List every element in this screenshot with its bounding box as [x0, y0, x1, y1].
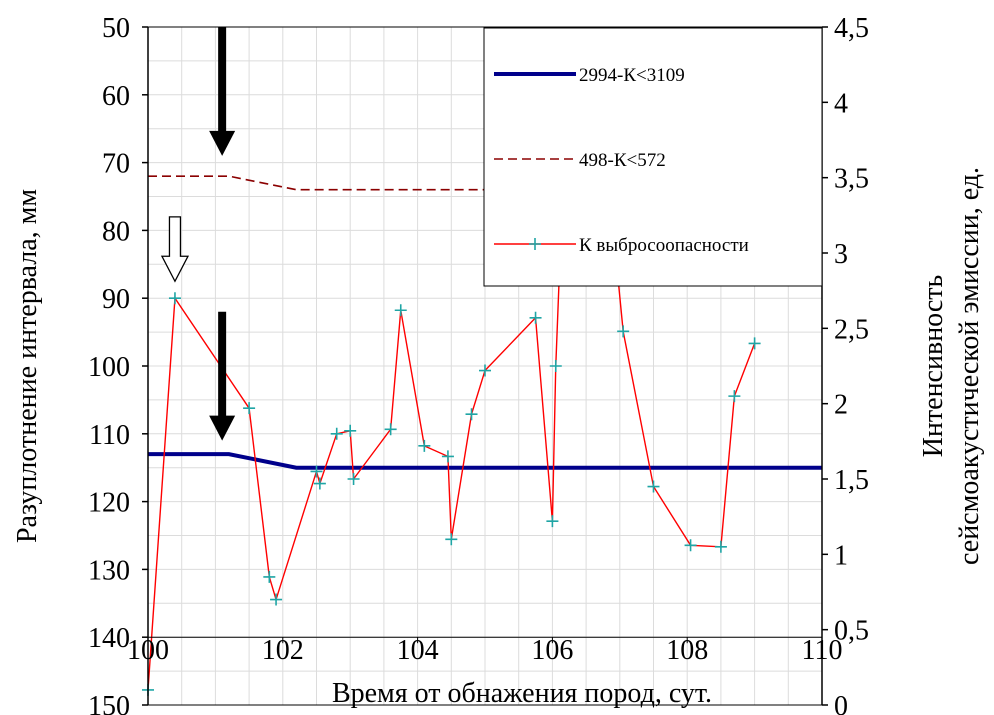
data-point-marker	[243, 402, 256, 415]
legend-entry-outburst-label: К выбросоопасности	[579, 235, 749, 256]
x-tick-label: 102	[262, 635, 304, 666]
data-point-marker	[479, 364, 491, 377]
data-point-marker	[441, 450, 454, 463]
y-axis-left-title: Разуплотнение интервала, мм	[12, 189, 43, 543]
data-point-marker	[313, 477, 326, 490]
y-right-tick-label: 1,5	[834, 465, 869, 496]
data-point-marker	[465, 408, 478, 421]
legend: 2994-К<3109 498-К<572 К выбросоопасности	[483, 27, 823, 287]
y-left-tick-label: 110	[89, 420, 130, 451]
data-point-marker	[270, 593, 283, 606]
x-tick-label: 100	[127, 635, 169, 666]
annotation-layer	[160, 27, 236, 441]
x-axis-title: Время от обнажения пород, сут.	[332, 678, 712, 709]
y-axis-right-title-line-2: сейсмоакустической эмиссии, ед.	[954, 167, 985, 565]
y-right-tick-label: 2,5	[834, 314, 869, 345]
y-left-tick-label: 150	[88, 691, 130, 715]
data-point-marker	[549, 360, 562, 372]
legend-entry-2994-label: 2994-К<3109	[579, 65, 685, 86]
y-left-tick-label: 80	[102, 216, 130, 247]
y-right-tick-label: 3,5	[834, 164, 869, 195]
legend-box	[483, 27, 823, 287]
y-left-tick-label: 120	[88, 488, 130, 519]
x-tick-label: 104	[397, 635, 439, 666]
data-point-marker	[728, 390, 741, 403]
legend-entry-outburst-marker	[529, 238, 541, 250]
data-point-marker	[529, 311, 542, 324]
data-point-marker	[748, 337, 761, 350]
y-right-tick-label: 3	[834, 239, 848, 270]
y-left-tick-label: 90	[102, 284, 130, 315]
y-right-tick-label: 0	[834, 691, 848, 715]
data-point-marker	[344, 424, 357, 437]
series-line-2994	[148, 452, 822, 470]
series-line-outburst	[147, 192, 756, 690]
y-left-tick-label: 140	[88, 623, 130, 654]
data-point-marker	[263, 570, 276, 583]
x-tick-label: 106	[531, 635, 573, 666]
data-point-marker	[384, 423, 397, 436]
y-right-tick-label: 2	[834, 390, 848, 421]
arrow-filled-icon	[209, 311, 236, 441]
y-right-tick-label: 4,5	[834, 13, 869, 44]
data-point-marker	[445, 533, 458, 546]
data-point-marker	[330, 427, 343, 440]
data-point-marker	[418, 439, 431, 452]
arrow-filled-icon	[209, 27, 236, 156]
legend-entry-498-label: 498-К<572	[579, 150, 666, 171]
y-left-tick-label: 130	[88, 555, 130, 586]
data-point-marker	[168, 292, 181, 305]
data-point-marker	[546, 515, 559, 528]
y-left-tick-label: 70	[102, 149, 130, 180]
data-point-marker	[617, 325, 630, 338]
data-point-marker	[347, 473, 360, 485]
data-point-marker	[684, 539, 697, 552]
y-right-tick-label: 4	[834, 88, 848, 119]
y-left-tick-label: 60	[102, 81, 130, 112]
y-axis-right-title-line-1: Интенсивность	[918, 275, 949, 458]
data-point-marker	[310, 465, 323, 478]
data-point-marker	[714, 540, 727, 553]
arrow-hollow-icon	[160, 216, 190, 283]
x-tick-label: 110	[802, 635, 843, 666]
y-left-tick-label: 50	[102, 13, 130, 44]
y-right-tick-label: 0,5	[834, 616, 869, 647]
y-right-tick-label: 1	[834, 540, 848, 571]
axes: 50607080901001101201301401504,543,532,52…	[88, 13, 869, 715]
data-point-marker	[394, 304, 407, 317]
y-left-tick-label: 100	[88, 352, 130, 383]
data-point-marker	[647, 480, 660, 493]
x-tick-label: 108	[666, 635, 708, 666]
